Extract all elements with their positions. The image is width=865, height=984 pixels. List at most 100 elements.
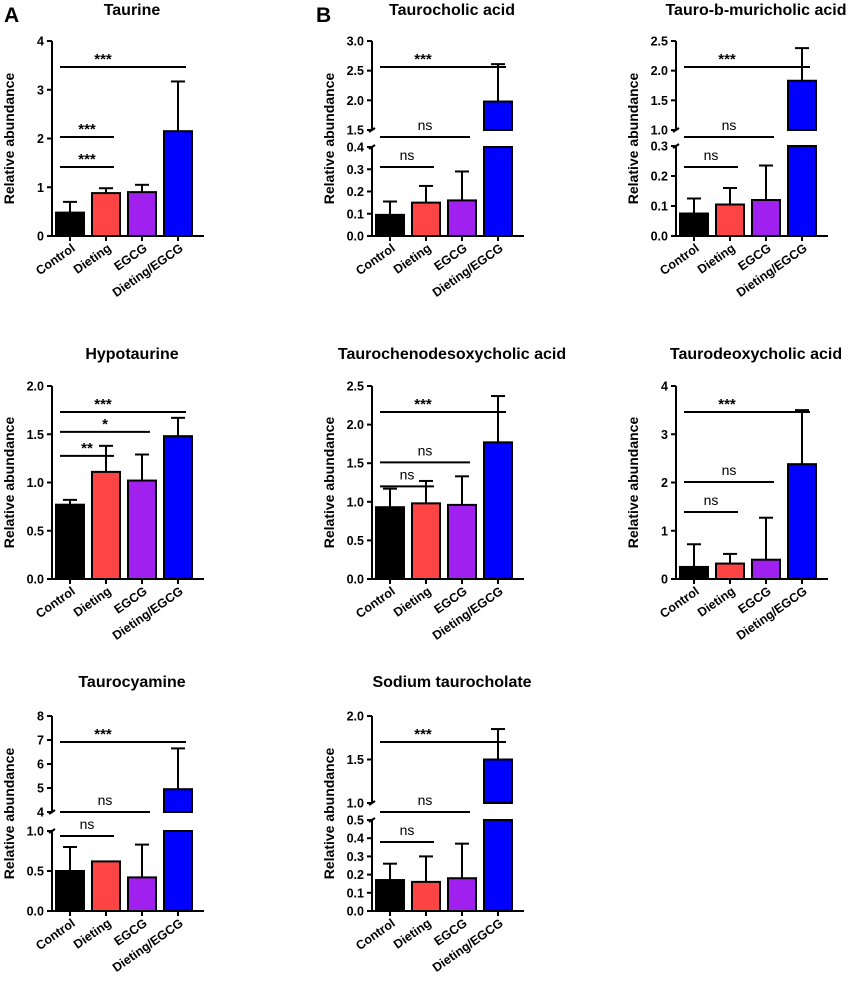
y-tick-label: 0.2 [347, 185, 364, 199]
bar [55, 870, 85, 912]
bar-lower [787, 145, 817, 237]
chart-2: Tauro-b-muricholic acid Relative abundanc… [625, 2, 847, 300]
panel-label-b: B [316, 4, 331, 27]
category-label: Control [353, 241, 397, 278]
y-axis-label: Relative abundance [1, 417, 17, 549]
bar [715, 562, 745, 580]
y-tick-label: 0.5 [27, 524, 44, 538]
chart-title: Hypotaurine [85, 346, 178, 363]
y-tick-label: 0.4 [347, 832, 364, 846]
y-tick-label: 3.0 [347, 35, 364, 49]
y-tick-label: 3 [37, 83, 44, 97]
significance-label: *** [94, 396, 112, 413]
significance-label: ns [418, 117, 433, 133]
chart-6: Taurocyamine Relative abundance 0.0 0.5 1.0 4… [1, 674, 204, 975]
y-tick-label: 1.0 [27, 825, 44, 839]
y-tick-label: 1.5 [347, 753, 364, 767]
bar [163, 435, 193, 580]
y-tick-label: 0.3 [347, 163, 364, 177]
y-tick-label: 5 [37, 782, 44, 796]
y-tick-label: 2.0 [27, 380, 44, 394]
y-axis-label: Relative abundance [1, 73, 17, 205]
chart-title: Taurodeoxycholic acid [670, 346, 842, 363]
y-tick-label: 2.0 [651, 64, 668, 78]
y-axis-label: Relative abundance [625, 73, 641, 205]
category-label: Control [657, 584, 701, 621]
y-tick-label: 0.1 [347, 207, 364, 221]
bar [375, 879, 405, 912]
significance-label: *** [78, 151, 96, 168]
y-tick-label: 0.0 [347, 230, 364, 244]
y-tick-label: 0.0 [347, 573, 364, 587]
chart-title: Taurocyamine [78, 674, 185, 691]
y-tick-label: 2.5 [347, 380, 364, 394]
y-tick-label: 1 [661, 524, 668, 538]
y-tick-label: 4 [661, 380, 668, 394]
category-label: Dieting [71, 916, 114, 952]
chart-title: Taurochenodesoxycholic acid [338, 346, 566, 363]
category-label: Control [33, 916, 77, 953]
category-label: Dieting [391, 241, 434, 277]
y-axis-label: Relative abundance [1, 748, 17, 880]
y-tick-label: 6 [37, 758, 44, 772]
y-axis-label: Relative abundance [321, 748, 337, 880]
chart-5: Taurodeoxycholic acid Relative abundance 0… [625, 346, 842, 643]
bar [447, 877, 477, 912]
y-tick-label: 7 [37, 734, 44, 748]
significance-label: ns [704, 147, 719, 163]
y-tick-label: 0.3 [651, 140, 668, 154]
chart-title: Taurocholic acid [389, 2, 515, 19]
bar [679, 212, 709, 237]
category-label: Control [33, 241, 77, 278]
significance-label: ns [418, 442, 433, 458]
y-tick-label: 1.0 [651, 124, 668, 138]
category-label: Dieting [71, 584, 114, 620]
y-tick-label: 8 [37, 710, 44, 724]
significance-label: ns [722, 117, 737, 133]
bar [483, 441, 513, 580]
bar [715, 203, 745, 237]
bar-upper [787, 79, 817, 131]
bar [411, 880, 441, 913]
bar [91, 192, 121, 238]
category-label: Dieting [695, 584, 738, 620]
y-tick-label: 1.5 [347, 457, 364, 471]
significance-label: *** [414, 396, 432, 413]
y-tick-label: 2.0 [347, 94, 364, 108]
category-label: Dieting [391, 584, 434, 620]
significance-label: ns [80, 816, 95, 832]
significance-label: ns [400, 822, 415, 838]
bar [447, 199, 477, 237]
bar-break-gap [482, 804, 514, 819]
bar-lower [483, 146, 513, 237]
bar [55, 503, 85, 581]
bar [91, 470, 121, 581]
bar [127, 191, 157, 237]
significance-label: * [102, 416, 108, 433]
category-label: Dieting [391, 916, 434, 952]
y-axis-label: Relative abundance [321, 417, 337, 549]
bar [91, 860, 121, 913]
category-label: Control [657, 241, 701, 278]
significance-label: *** [718, 51, 736, 68]
significance-label: ** [81, 440, 93, 457]
y-tick-label: 3 [661, 428, 668, 442]
y-tick-label: 2.5 [651, 35, 668, 49]
y-tick-label: 2.5 [347, 64, 364, 78]
y-tick-label: 0.3 [347, 850, 364, 864]
y-axis-label: Relative abundance [321, 73, 337, 205]
y-tick-label: 0.0 [347, 905, 364, 919]
bar [447, 503, 477, 580]
chart-4: Taurochenodesoxycholic acid Relative abun… [321, 346, 566, 643]
y-tick-label: 2.0 [347, 710, 364, 724]
chart-7: Sodium taurocholate Relative abundance 0.0… [321, 674, 532, 975]
bar [127, 479, 157, 581]
significance-label: *** [414, 51, 432, 68]
chart-1: Taurocholic acid Relative abundance 0.0 0.1… [321, 2, 524, 300]
bar-upper [483, 758, 513, 804]
y-tick-label: 0.0 [27, 905, 44, 919]
category-label: Control [353, 916, 397, 953]
y-tick-label: 0.1 [347, 886, 364, 900]
bar [751, 199, 781, 237]
